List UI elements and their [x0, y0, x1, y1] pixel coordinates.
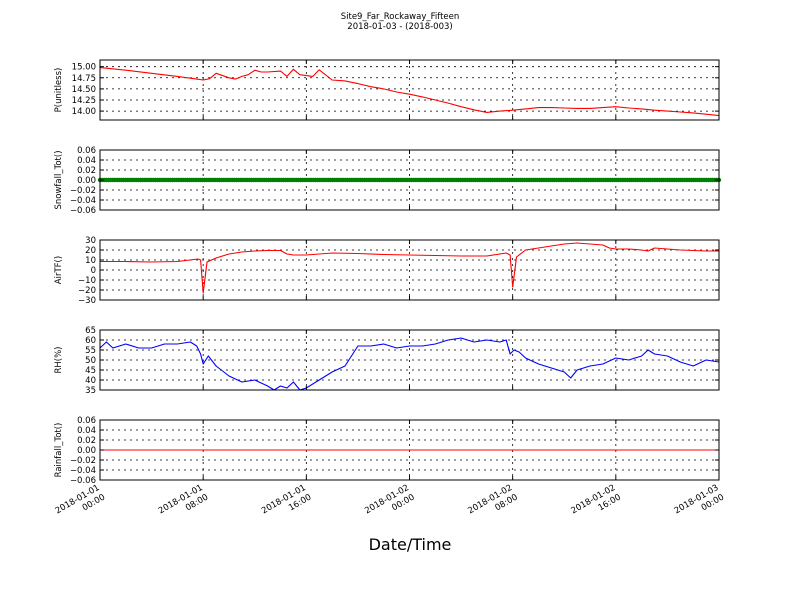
y-tick-label: 0.04 — [77, 156, 96, 166]
y-tick-label: 55 — [85, 346, 96, 356]
y-tick-label: 14.50 — [72, 85, 96, 95]
x-tick-label: 2018-01-0300:00 — [673, 483, 726, 526]
y-tick-label: 15.00 — [72, 63, 96, 73]
y-tick-label: −20 — [78, 286, 96, 296]
y-tick-label: −0.02 — [70, 456, 96, 466]
y-tick-label: −30 — [78, 296, 96, 306]
y-tick-label: −0.04 — [70, 466, 96, 476]
subplot-5: 0.060.040.020.00−0.02−0.04−0.06 Rainfall_… — [54, 416, 720, 486]
y-tick-label: 60 — [85, 336, 96, 346]
x-tick-label: 2018-01-0200:00 — [363, 483, 416, 526]
x-tick-label: 2018-01-0108:00 — [157, 483, 210, 526]
y-axis-label: AirTF() — [54, 256, 64, 284]
y-tick-label: −0.06 — [70, 476, 96, 486]
y-tick-label: 40 — [85, 376, 96, 386]
y-tick-label: 0.04 — [77, 426, 96, 436]
y-tick-label: 14.25 — [72, 96, 96, 106]
y-tick-label: −0.06 — [70, 206, 96, 216]
chart-title: Site9_Far_Rockaway_Fifteen — [341, 12, 460, 22]
series-line — [100, 242, 719, 294]
x-tick-label: 2018-01-0216:00 — [570, 483, 623, 526]
series-line — [99, 67, 720, 117]
y-tick-label: 10 — [85, 256, 96, 266]
x-tick-label: 2018-01-0208:00 — [466, 483, 519, 526]
y-tick-label: 0.00 — [77, 446, 96, 456]
y-tick-label: 14.75 — [72, 74, 96, 84]
y-axis-label: Snowfall_Tot() — [54, 150, 64, 209]
y-axis-label: RH(%) — [54, 346, 64, 373]
y-tick-label: 0 — [91, 266, 96, 276]
y-tick-label: 0.06 — [77, 146, 96, 156]
x-tick-labels: 2018-01-0100:00 2018-01-0108:00 2018-01-01… — [54, 483, 726, 526]
x-tick-label: 2018-01-0116:00 — [260, 483, 313, 526]
y-tick-label: −10 — [78, 276, 96, 286]
y-tick-label: 30 — [85, 236, 96, 246]
subplot-2: 0.060.040.020.00−0.02−0.04−0.06 Snowfall_… — [54, 146, 722, 216]
y-tick-label: 45 — [85, 366, 96, 376]
y-tick-label: −0.04 — [70, 196, 96, 206]
y-tick-label: 0.06 — [77, 416, 96, 426]
y-tick-label: 0.02 — [77, 166, 96, 176]
y-tick-label: 65 — [85, 326, 96, 336]
x-tick-label: 2018-01-0100:00 — [54, 483, 107, 526]
x-axis-label: Date/Time — [369, 535, 452, 554]
y-tick-label: 50 — [85, 356, 96, 366]
y-tick-label: −0.02 — [70, 186, 96, 196]
y-tick-label: 35 — [85, 386, 96, 396]
y-tick-label: 20 — [85, 246, 96, 256]
y-tick-label: 0.00 — [77, 176, 96, 186]
chart-subtitle: 2018-01-03 - (2018-003) — [347, 22, 452, 32]
y-tick-label: 0.02 — [77, 436, 96, 446]
series-line — [99, 337, 720, 391]
y-axis-label: P(unitless) — [54, 68, 64, 113]
y-axis-label: Rainfall_Tot() — [54, 423, 64, 478]
y-tick-label: 14.00 — [72, 107, 96, 117]
